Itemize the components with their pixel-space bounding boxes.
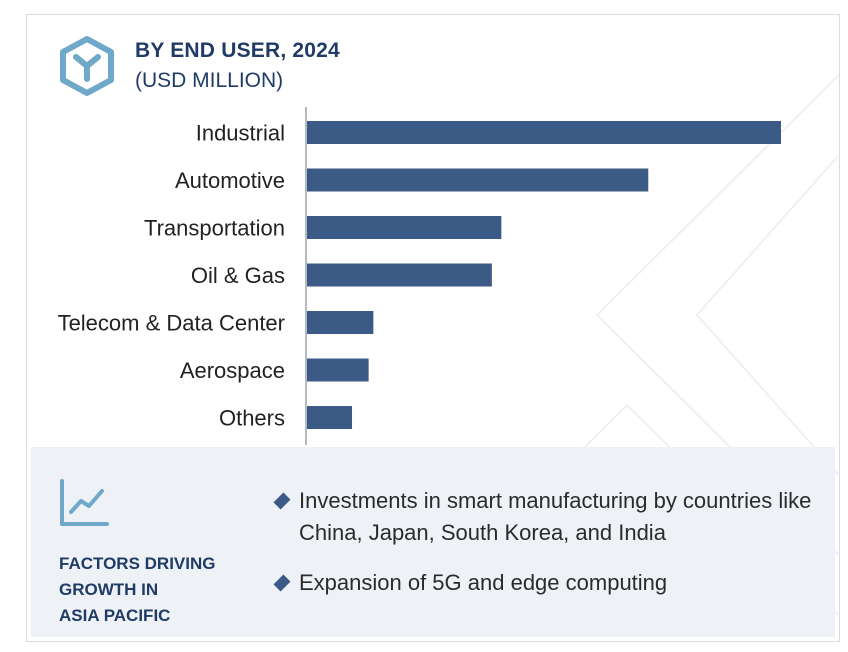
- factor-item: Expansion of 5G and edge computing: [273, 567, 815, 599]
- bar: [307, 311, 374, 334]
- diamond-bullet-icon: [273, 492, 291, 510]
- bar: [307, 121, 781, 144]
- category-label: Automotive: [175, 168, 285, 193]
- bar: [307, 406, 353, 429]
- factors-title-line: ASIA PACIFIC: [59, 606, 171, 625]
- category-label: Oil & Gas: [191, 263, 285, 288]
- factors-list: Investments in smart manufacturing by co…: [273, 485, 815, 617]
- diamond-bullet-icon: [273, 574, 291, 592]
- bar: [307, 216, 502, 239]
- factors-title-line: GROWTH IN: [59, 580, 159, 599]
- bar: [307, 168, 649, 192]
- bar: [307, 263, 492, 287]
- factors-title-line: FACTORS DRIVING: [59, 554, 216, 573]
- category-label: Transportation: [144, 216, 285, 241]
- factor-text: Investments in smart manufacturing by co…: [299, 488, 812, 545]
- factors-title: FACTORS DRIVING GROWTH IN ASIA PACIFIC: [59, 551, 259, 629]
- category-label: Industrial: [196, 121, 285, 146]
- bar: [307, 358, 369, 382]
- factor-item: Investments in smart manufacturing by co…: [273, 485, 815, 549]
- factor-text: Expansion of 5G and edge computing: [299, 570, 668, 595]
- chart-subtitle: (USD MILLION): [135, 69, 284, 92]
- line-chart-icon: [60, 479, 109, 526]
- category-label: Aerospace: [180, 358, 285, 383]
- category-label: Telecom & Data Center: [58, 311, 285, 336]
- bar-chart: Industrial Automotive Transportation Oil & …: [58, 107, 781, 445]
- category-label: Others: [219, 406, 285, 431]
- infographic-card: BY END USER, 2024 (USD MILLION) Industri…: [26, 14, 840, 642]
- hexagon-logo-icon: [60, 36, 114, 96]
- factors-panel: FACTORS DRIVING GROWTH IN ASIA PACIFIC I…: [31, 447, 835, 637]
- chart-title: BY END USER, 2024: [135, 39, 340, 62]
